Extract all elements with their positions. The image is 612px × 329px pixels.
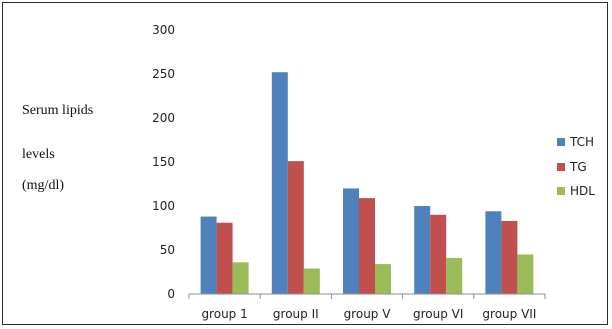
- bar-hdl: [303, 268, 320, 294]
- legend-swatch-tch: [557, 138, 565, 146]
- y-tick-label: 50: [160, 243, 175, 257]
- x-tick-label: group VI: [413, 307, 463, 321]
- y-axis-label-line-1: Serum lipids: [22, 103, 94, 118]
- y-tick-label: 100: [152, 199, 175, 213]
- y-axis-label-line-3: (mg/dl): [22, 178, 64, 193]
- x-tick-label: group II: [273, 307, 319, 321]
- bar-tg: [216, 222, 233, 294]
- legend-label-tch: TCH: [569, 135, 594, 149]
- y-tick-label: 150: [152, 155, 175, 169]
- bar-tg: [287, 161, 304, 294]
- x-tick-label: group V: [344, 307, 392, 321]
- legend-swatch-hdl: [557, 187, 565, 195]
- y-tick-label: 200: [152, 111, 175, 125]
- bar-hdl: [446, 257, 463, 294]
- x-tick-label: group 1: [201, 307, 247, 321]
- bar-tg: [359, 198, 375, 294]
- bar-hdl: [375, 264, 391, 294]
- x-tick-label: group VII: [482, 307, 536, 321]
- bar-tch: [485, 211, 502, 294]
- y-tick-label: 300: [152, 23, 175, 37]
- bar-tch: [271, 72, 288, 295]
- bar-hdl: [232, 262, 249, 294]
- bar-tch: [343, 188, 359, 294]
- bar-tch: [200, 216, 217, 294]
- y-tick-label: 0: [167, 287, 175, 301]
- bar-tg: [501, 220, 518, 294]
- legend-label-tg: TG: [569, 160, 587, 174]
- y-tick-label: 250: [152, 67, 175, 81]
- y-axis-label-line-2: levels: [22, 147, 55, 162]
- bar-hdl: [517, 254, 534, 294]
- bar-tch: [414, 206, 431, 294]
- legend-label-hdl: HDL: [570, 184, 595, 198]
- legend-swatch-tg: [557, 163, 565, 171]
- bar-tg: [430, 214, 447, 294]
